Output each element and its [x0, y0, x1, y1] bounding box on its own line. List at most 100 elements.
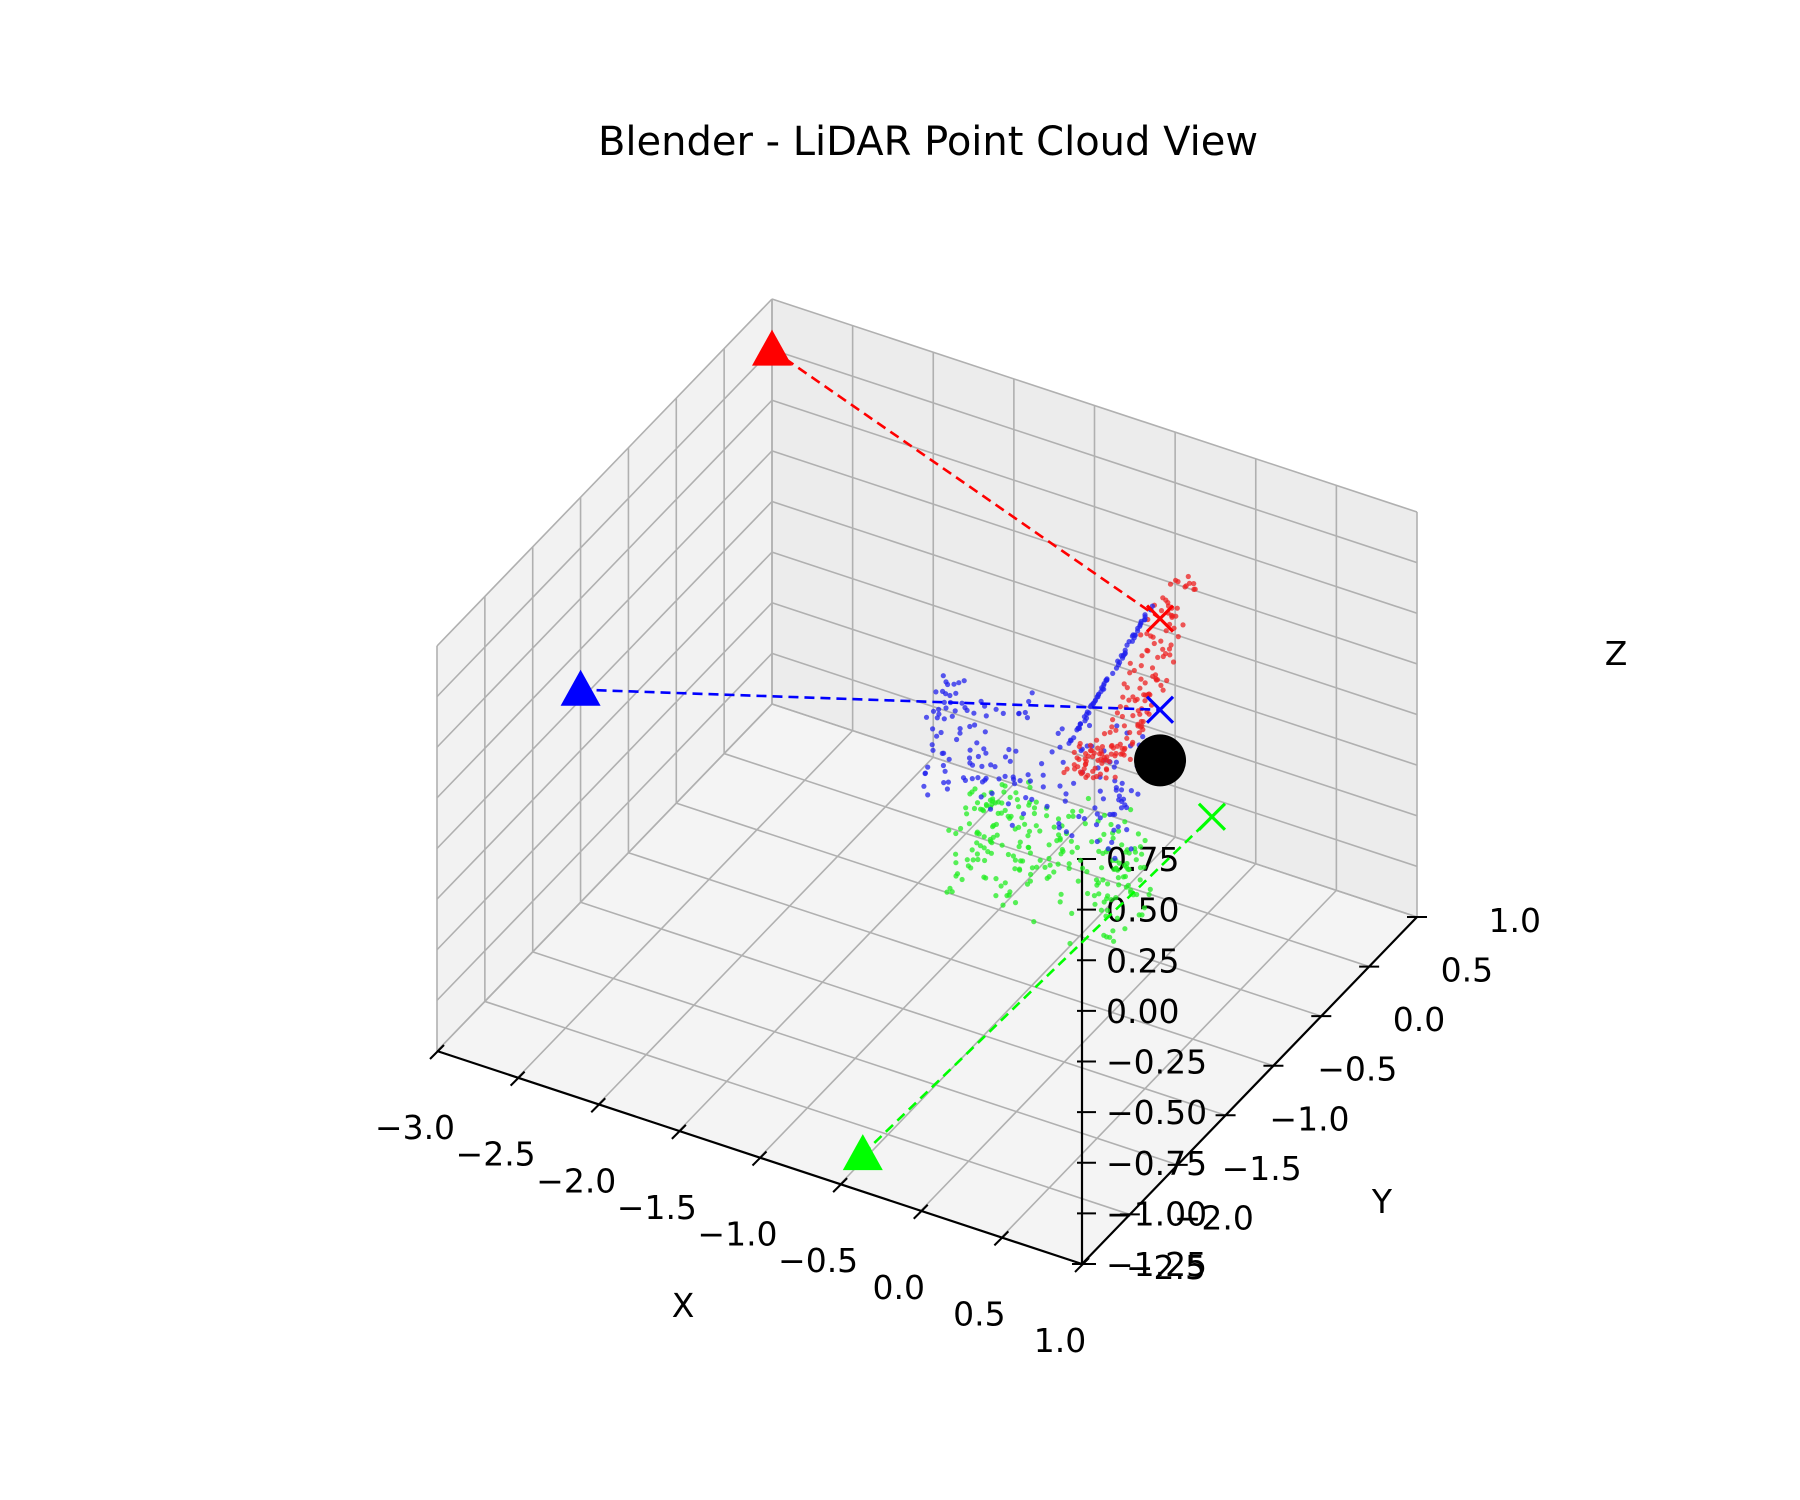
cloud-point — [1115, 875, 1121, 881]
z-tick-label: −0.75 — [1106, 1144, 1207, 1183]
cloud-point — [922, 770, 929, 776]
y-tick-label: −1.5 — [1222, 1149, 1302, 1188]
cloud-point — [1042, 864, 1048, 870]
cloud-point — [1063, 829, 1069, 835]
cloud-point — [975, 753, 982, 760]
sensor-markers — [560, 329, 1227, 1171]
grid-line-z-back — [771, 500, 1418, 716]
cloud-point — [953, 873, 959, 879]
cloud-point — [1139, 912, 1145, 918]
x-tick-label: −2.0 — [536, 1161, 616, 1200]
cloud-point — [1006, 746, 1012, 753]
cloud-point — [1169, 614, 1175, 620]
cloud-point — [1124, 827, 1130, 833]
cloud-point — [1007, 889, 1013, 895]
cloud-point — [1002, 773, 1008, 780]
cloud-point — [1130, 694, 1136, 700]
cloud-point — [964, 857, 970, 863]
cloud-point — [995, 810, 1001, 817]
cloud-point — [1070, 808, 1076, 814]
cloud-point — [959, 876, 965, 883]
sensor-ray — [771, 348, 1161, 620]
cloud-point — [1185, 573, 1191, 580]
cloud-point — [1066, 813, 1072, 820]
y-axis-line — [1081, 916, 1418, 1265]
cloud-point — [1146, 691, 1152, 697]
cloud-point — [1095, 880, 1102, 886]
cloud-point — [933, 689, 939, 695]
cloud-point — [1137, 844, 1144, 850]
cloud-point — [1138, 632, 1144, 638]
cloud-point — [1062, 798, 1068, 804]
cloud-point — [957, 730, 963, 736]
z-tick-label: −1.00 — [1106, 1194, 1207, 1233]
cloud-point — [984, 803, 990, 809]
cloud-point — [1097, 751, 1103, 757]
cloud-point — [1001, 789, 1007, 795]
cloud-point — [1115, 828, 1122, 834]
cloud-point — [1037, 857, 1043, 863]
cloud-point — [1009, 822, 1015, 828]
cloud-point — [1124, 735, 1130, 741]
cloud-point — [1070, 813, 1076, 819]
grid-line-y-floor — [723, 752, 1370, 968]
cloud-point — [1191, 586, 1197, 593]
cloud-point — [1114, 915, 1120, 921]
cloud-point — [1167, 581, 1174, 587]
cloud-point — [1131, 667, 1137, 674]
grid-line-x-floor — [839, 836, 1176, 1185]
cloud-point — [1044, 803, 1050, 810]
cloud-point — [947, 692, 953, 699]
cloud-point — [1016, 866, 1023, 872]
cloud-point — [1060, 848, 1066, 855]
x-tick-mark — [671, 1124, 687, 1140]
grid-line-z-left — [436, 551, 773, 900]
cloud-point — [1167, 652, 1173, 658]
cloud-point — [988, 762, 994, 768]
cloud-point — [987, 797, 994, 803]
cloud-point — [1122, 802, 1128, 808]
cloud-point — [1022, 709, 1028, 716]
cloud-point — [1075, 725, 1081, 732]
grid-line-x-floor — [678, 783, 1015, 1132]
cloud-point — [1113, 750, 1119, 757]
cloud-point — [1056, 825, 1062, 831]
cloud-point — [1083, 758, 1089, 764]
cloud-point — [1047, 862, 1053, 868]
x-tick-mark — [429, 1044, 445, 1060]
cloud-point — [1002, 880, 1008, 886]
cloud-point — [1083, 751, 1089, 757]
cloud-point — [1122, 819, 1128, 825]
cloud-point — [921, 783, 927, 789]
cloud-point — [1025, 772, 1031, 778]
cloud-point — [969, 789, 975, 795]
cloud-point — [952, 708, 958, 714]
cloud-point — [958, 825, 964, 832]
cloud-point — [979, 779, 986, 785]
cloud-point — [987, 806, 994, 812]
cloud-point — [966, 755, 973, 761]
cloud-point — [977, 843, 984, 849]
grid-line-x-floor — [920, 863, 1257, 1212]
cloud-point — [975, 856, 981, 863]
cloud-point — [1089, 839, 1095, 845]
cloud-point — [1145, 648, 1151, 654]
cloud-point — [998, 883, 1004, 889]
cloud-point — [1026, 698, 1032, 705]
cloud-point — [1128, 788, 1134, 794]
cloud-point — [1122, 926, 1128, 932]
cloud-point — [1012, 781, 1018, 787]
cloud-point — [1066, 861, 1072, 867]
cloud-point — [940, 688, 946, 695]
cloud-point — [1105, 846, 1111, 852]
cloud-point — [953, 860, 959, 866]
cloud-point — [962, 777, 969, 784]
cloud-point — [1104, 677, 1110, 683]
cloud-point — [1000, 902, 1006, 908]
sensor-ray — [580, 688, 1161, 712]
cloud-point — [1144, 709, 1150, 715]
grid-line-z-left — [436, 602, 773, 951]
cloud-point — [1127, 660, 1133, 666]
cloud-point — [1117, 659, 1123, 666]
cloud-point — [1074, 844, 1080, 851]
